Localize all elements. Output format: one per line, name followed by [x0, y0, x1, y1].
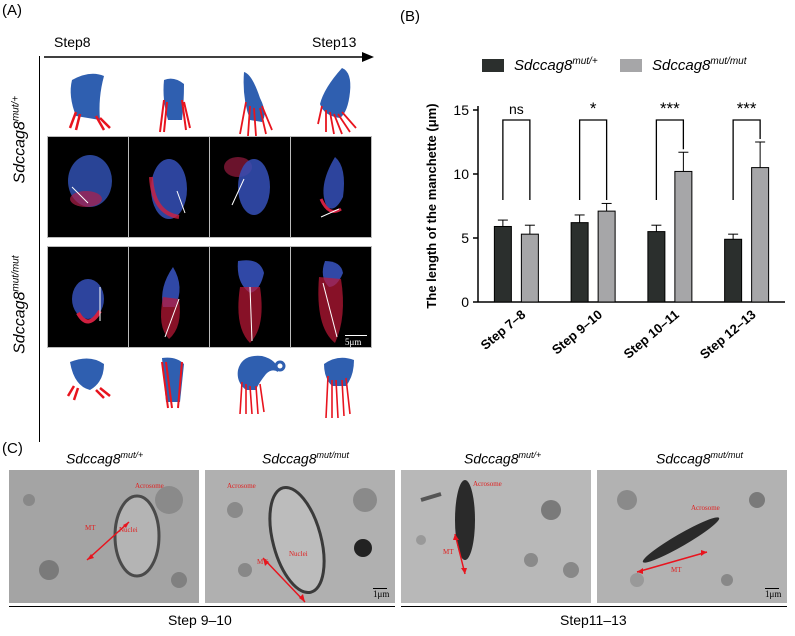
significance-label-3: *** — [660, 99, 680, 118]
group-caption-right: Step11–13 — [560, 612, 627, 628]
row-label-mut-base: Sdccag8 — [11, 291, 29, 354]
panel-c-label: (C) — [2, 440, 23, 457]
tem-title-1: Sdccag8mut/+ — [66, 450, 143, 467]
schematic-het-3 — [239, 72, 273, 137]
tem1-nuclei: Nuclei — [119, 526, 138, 534]
tem4-scale-text: 1μm — [765, 589, 782, 599]
y-tick-label: 0 — [461, 294, 469, 310]
tem2-scale-text: 1μm — [373, 589, 390, 599]
manchette-length-chart: Sdccag8mut/+ Sdccag8mut/mut 0 5 10 15 The leng… — [424, 56, 785, 362]
micrograph-het-step13 — [290, 136, 372, 238]
significance-bracket — [655, 119, 685, 200]
step-end-label: Step13 — [312, 34, 357, 50]
tem3-acrosome: Acrosome — [473, 480, 502, 488]
schematic-het-4 — [317, 68, 357, 135]
y-axis-label: The length of the manchette (μm) — [424, 103, 439, 308]
micrograph-het-step9 — [128, 136, 210, 238]
schematic-mut-2 — [161, 357, 184, 409]
tem-image-1: Acrosome MT Nuclei — [9, 470, 199, 603]
legend-swatch-1 — [482, 59, 504, 72]
bar-2-3 — [674, 170, 693, 303]
tem-title-3-base: Sdccag8 — [464, 450, 519, 467]
schematic-het-2 — [159, 78, 191, 133]
tem2-acrosome: Acrosome — [227, 482, 256, 490]
tem4-scale: 1μm — [765, 588, 781, 599]
tem2-nuclei: Nuclei — [289, 550, 308, 558]
significance-label-1: ns — [509, 101, 524, 117]
tem3-mt: MT — [443, 548, 454, 556]
x-tick-label-2: Step 9–10 — [549, 307, 605, 358]
significance-bracket — [502, 119, 531, 200]
panel-a-label: (A) — [2, 2, 22, 19]
tem-title-2: Sdccag8mut/mut — [262, 450, 349, 467]
tem-image-4: Acrosome MT 1μm — [597, 470, 787, 603]
tem4-acrosome: Acrosome — [691, 504, 720, 512]
significance-label-2: * — [590, 99, 597, 118]
significance-label-4: *** — [737, 99, 757, 118]
tem-image-3: Acrosome MT — [401, 470, 591, 603]
row-label-mut-sup: mut/mut — [10, 255, 22, 292]
x-tick-label-4: Step 12–13 — [697, 307, 759, 362]
group-caption-left: Step 9–10 — [168, 612, 232, 628]
tem1-acrosome: Acrosome — [135, 482, 164, 490]
significance-bracket — [732, 119, 761, 200]
tem-title-1-sup: mut/+ — [120, 450, 144, 460]
tem1-mt: MT — [85, 524, 96, 532]
panel-b-label: (B) — [400, 8, 420, 25]
bar-2-4 — [751, 167, 770, 303]
significance-bracket — [578, 119, 608, 200]
micrograph-mut-step13: 5μm — [290, 246, 372, 348]
bar-1-1 — [493, 225, 512, 303]
micrograph-het-step8 — [47, 136, 129, 238]
scale-bar-a-text: 5μm — [345, 337, 362, 347]
tem2-mt: MT — [257, 558, 268, 566]
tem-title-4-base: Sdccag8 — [656, 450, 711, 467]
bar-1-2 — [570, 222, 589, 303]
micrograph-het-step11 — [209, 136, 291, 238]
legend-swatch-2 — [620, 59, 642, 72]
x-tick-label-1: Step 7–8 — [478, 307, 529, 353]
scale-bar-a: 5μm — [345, 335, 367, 347]
micrograph-mut-step11 — [209, 246, 291, 348]
tem-title-3: Sdccag8mut/+ — [464, 450, 541, 467]
group-line-left — [9, 606, 395, 607]
row-label-het-base: Sdccag8 — [11, 121, 29, 184]
tem-title-2-sup: mut/mut — [316, 450, 349, 460]
bar-1-4 — [724, 238, 743, 303]
bar-1-3 — [647, 231, 666, 303]
row-label-mut: Sdccag8mut/mut — [10, 245, 29, 365]
step-start-label: Step8 — [54, 34, 91, 50]
schematic-mut-1 — [66, 358, 111, 401]
legend-label-1: Sdccag8mut/+ — [514, 56, 598, 74]
y-tick-label: 5 — [461, 230, 469, 246]
legend-label-2: Sdccag8mut/mut — [652, 56, 748, 74]
panel-a-rule — [39, 56, 40, 442]
x-tick-label-3: Step 10–11 — [621, 307, 682, 362]
schematic-mut-4 — [324, 357, 354, 419]
bar-2-1 — [520, 233, 539, 303]
tem-title-2-base: Sdccag8 — [262, 450, 317, 467]
tem-title-3-sup: mut/+ — [518, 450, 542, 460]
tem4-mt: MT — [671, 566, 682, 574]
tem2-scale: 1μm — [373, 588, 389, 599]
micrograph-mut-step9 — [128, 246, 210, 348]
row-label-het: Sdccag8mut/+ — [10, 90, 29, 190]
step-arrow — [44, 52, 374, 62]
y-tick-label: 10 — [453, 166, 469, 182]
schematic-mut-3 — [237, 355, 286, 415]
tem-image-2: Acrosome MT Nuclei 1μm — [205, 470, 395, 603]
tem-title-1-base: Sdccag8 — [66, 450, 121, 467]
micrograph-mut-step8 — [47, 246, 129, 348]
y-tick-label: 15 — [453, 102, 469, 118]
schematic-het-1 — [68, 73, 111, 131]
tem-title-4: Sdccag8mut/mut — [656, 450, 743, 467]
row-label-het-sup: mut/+ — [10, 95, 22, 122]
group-line-right — [401, 606, 787, 607]
bar-2-2 — [597, 210, 616, 303]
tem-title-4-sup: mut/mut — [710, 450, 743, 460]
